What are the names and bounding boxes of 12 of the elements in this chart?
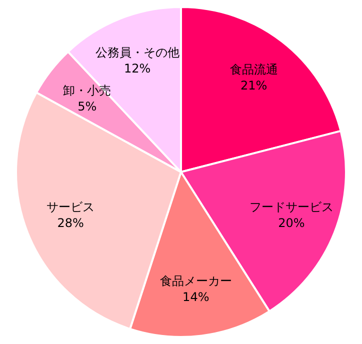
slice-label: 卸・小売 — [63, 83, 112, 98]
data-label: 12% — [124, 62, 151, 76]
data-label: 21% — [240, 78, 268, 92]
slice-label: 食品メーカー — [160, 274, 232, 288]
slice-label: サービス — [46, 200, 95, 214]
data-label: 14% — [182, 290, 210, 304]
slice-label: フードサービス — [249, 200, 334, 214]
slice-label: 食品流通 — [230, 62, 278, 76]
data-label: 20% — [278, 216, 305, 230]
slice-label: 公務員・その他 — [95, 46, 180, 60]
data-label: 28% — [57, 216, 84, 230]
data-label: 5% — [78, 99, 97, 114]
